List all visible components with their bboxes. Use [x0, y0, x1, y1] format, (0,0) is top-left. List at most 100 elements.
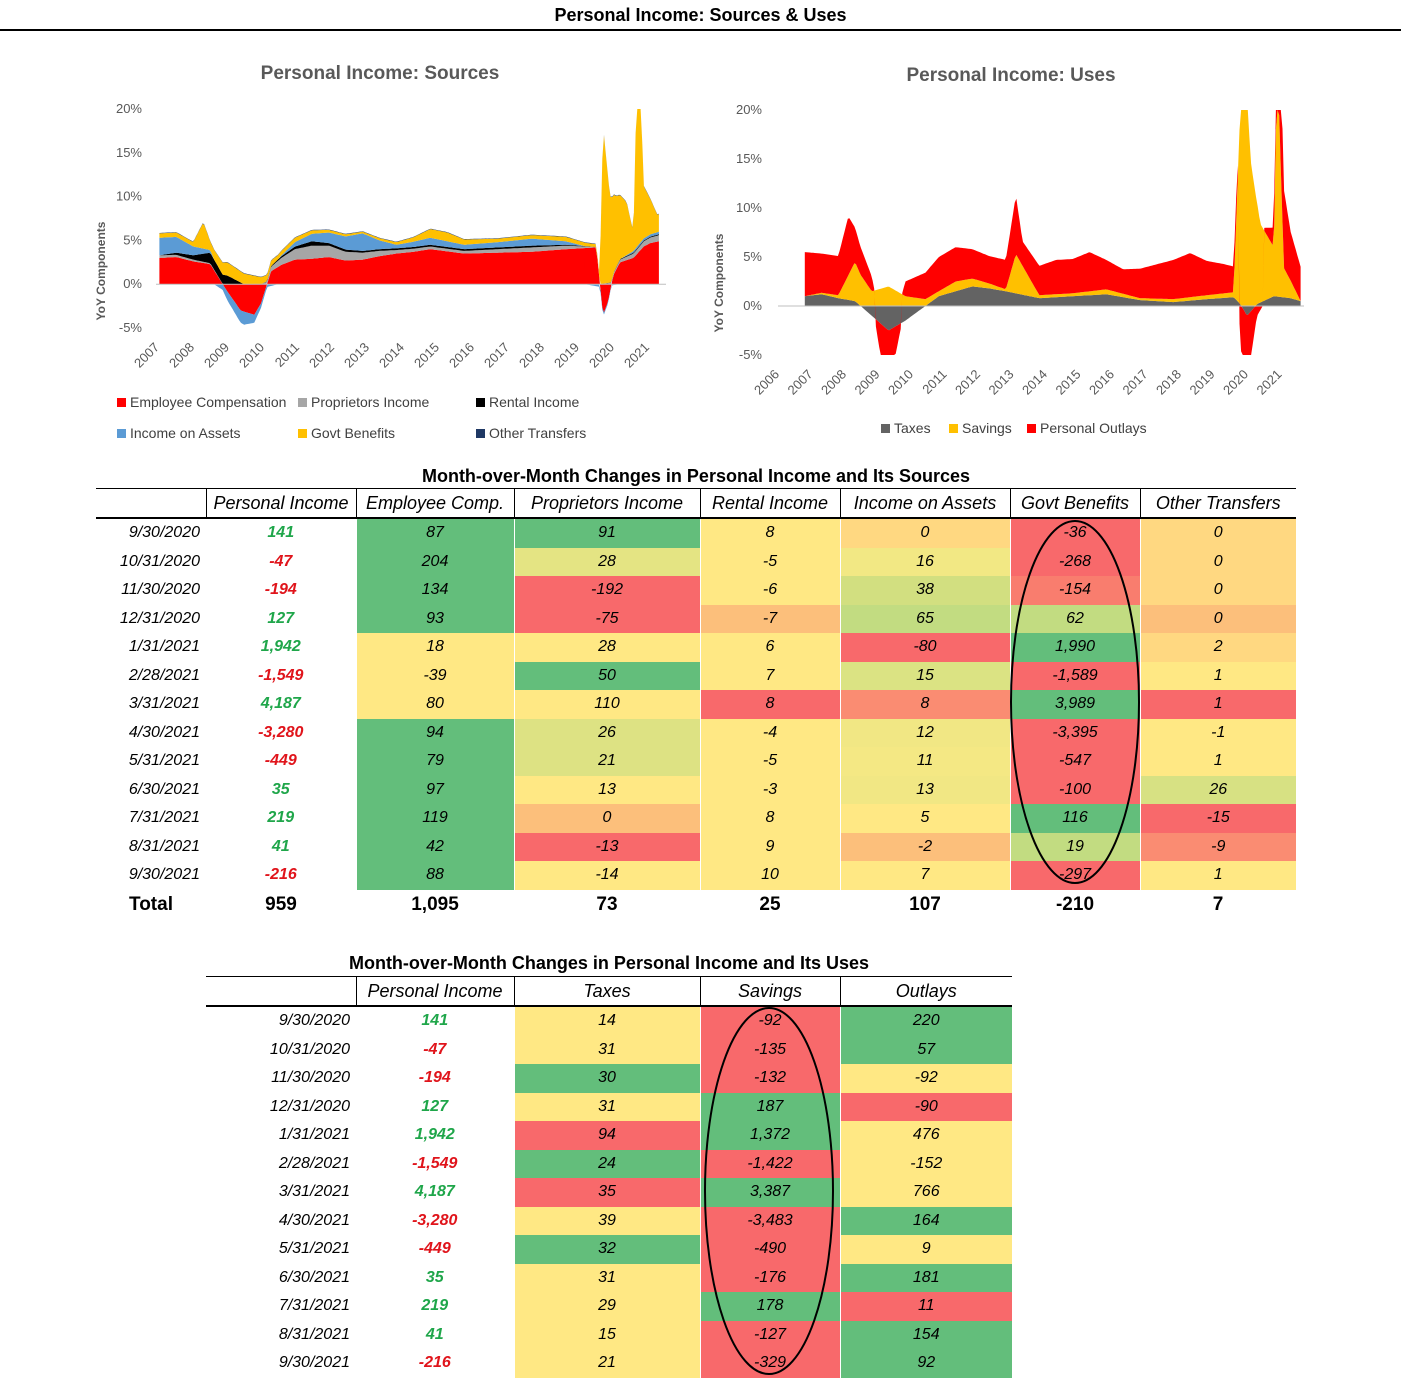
value-cell: -152	[839, 1149, 1012, 1178]
column-header: Income on Assets	[839, 489, 1010, 519]
x-tick-label: 2017	[481, 340, 512, 371]
x-tick-label: 2019	[1187, 367, 1218, 398]
total-cell: 1,095	[411, 893, 459, 915]
table-row: 9/30/2020 141 87 91 8 0 -36 0	[96, 518, 1296, 548]
column-header: Taxes	[513, 977, 700, 1007]
table-row: 8/31/2021 41 42 -13 9 -2 19 -9	[96, 832, 1296, 861]
value-cell: 8	[699, 690, 840, 719]
value-cell: -3,483	[699, 1206, 840, 1235]
value-cell: -5	[699, 747, 840, 776]
y-tick-label: 20%	[736, 102, 762, 117]
y-tick-label: 15%	[736, 151, 762, 166]
x-tick-label: 2012	[306, 340, 337, 371]
row-date: 6/30/2021	[128, 780, 200, 798]
value-cell: 3,387	[699, 1178, 840, 1207]
value-cell: 164	[839, 1206, 1012, 1235]
x-tick-label: 2006	[751, 367, 782, 398]
value-cell: 134	[355, 576, 514, 605]
x-tick-label: 2009	[201, 340, 232, 371]
legend-swatch	[117, 398, 126, 407]
x-tick-label: 2021	[1254, 367, 1285, 398]
area-series-employee-compensation	[159, 241, 659, 315]
table-row: 11/30/2020 -194 134 -192 -6 38 -154 0	[96, 576, 1296, 605]
value-cell: -2	[839, 832, 1010, 861]
value-cell: -6	[699, 576, 840, 605]
value-cell: -75	[513, 604, 700, 633]
value-cell: -329	[699, 1349, 840, 1378]
personal-income-cell: 41	[425, 1325, 444, 1343]
column-header: Employee Comp.	[355, 489, 514, 519]
x-tick-label: 2014	[376, 340, 407, 371]
value-cell: 187	[699, 1092, 840, 1121]
sources-table: Personal Income Employee Comp. Proprietors…	[96, 489, 1296, 920]
legend-swatch	[476, 398, 485, 407]
value-cell: 3,989	[1009, 690, 1140, 719]
legend-label: Rental Income	[489, 394, 579, 410]
personal-income-cell: 4,187	[414, 1183, 455, 1201]
x-tick-label: 2016	[446, 340, 477, 371]
row-date: 4/30/2021	[128, 723, 200, 741]
value-cell: 119	[355, 804, 514, 833]
value-cell: 94	[513, 1121, 700, 1150]
legend-label: Employee Compensation	[130, 394, 286, 410]
personal-income-cell: -3,280	[412, 1211, 458, 1229]
value-cell: 16	[839, 547, 1010, 576]
value-cell: 0	[1139, 547, 1296, 576]
legend-label: Savings	[962, 420, 1012, 436]
row-date: 7/31/2021	[278, 1297, 350, 1315]
area-series-rental-income	[159, 234, 659, 285]
value-cell: -36	[1009, 518, 1140, 548]
total-cell: 959	[265, 893, 297, 915]
value-cell: -1,422	[699, 1149, 840, 1178]
x-tick-label: 2007	[131, 340, 162, 371]
govt-benefits-ellipse-shape	[1010, 520, 1140, 884]
value-cell: 31	[513, 1263, 700, 1292]
value-cell: 7	[699, 661, 840, 690]
y-tick-label: 10%	[736, 200, 762, 215]
x-tick-label: 2020	[586, 340, 617, 371]
value-cell: 87	[355, 518, 514, 548]
column-header: Other Transfers	[1139, 489, 1296, 519]
x-tick-label: 2015	[1053, 367, 1084, 398]
y-tick-label: 5%	[123, 232, 142, 247]
table-row: 6/30/2021 35 97 13 -3 13 -100 26	[96, 775, 1296, 804]
personal-income-cell: -47	[423, 1040, 447, 1058]
x-tick-label: 2016	[1086, 367, 1117, 398]
personal-income-cell: 41	[271, 837, 290, 855]
y-tick-label: -5%	[119, 320, 143, 335]
value-cell: -13	[513, 832, 700, 861]
column-header: Personal Income	[205, 489, 356, 519]
table-row: 1/31/2021 1,942 18 28 6 -80 1,990 2	[96, 633, 1296, 662]
legend-swatch	[117, 429, 126, 438]
value-cell: 24	[513, 1149, 700, 1178]
value-cell: 35	[513, 1178, 700, 1207]
table-row: 12/31/2020 127 93 -75 -7 65 62 0	[96, 604, 1296, 633]
value-cell: 30	[513, 1064, 700, 1093]
legend-label: Govt Benefits	[311, 425, 395, 441]
value-cell: 18	[355, 633, 514, 662]
value-cell: 1	[1139, 747, 1296, 776]
y-tick-label: 5%	[743, 249, 762, 264]
value-cell: 91	[513, 518, 700, 548]
personal-income-cell: 127	[421, 1097, 449, 1115]
row-date: 8/31/2021	[128, 837, 200, 855]
value-cell: 1	[1139, 661, 1296, 690]
page-title: Personal Income: Sources & Uses	[554, 5, 847, 25]
x-tick-label: 2013	[341, 340, 372, 371]
x-tick-label: 2010	[885, 367, 916, 398]
row-date: 6/30/2021	[278, 1268, 350, 1286]
value-cell: 1	[1139, 690, 1296, 719]
personal-income-cell: -449	[418, 1240, 451, 1258]
sources-chart: Personal Income: Sources YoY Components …	[94, 63, 666, 441]
value-cell: 14	[513, 1006, 700, 1036]
legend-label: Other Transfers	[489, 425, 586, 441]
y-tick-label: -5%	[739, 347, 763, 362]
value-cell: -1,589	[1009, 661, 1140, 690]
value-cell: 6	[699, 633, 840, 662]
sources-table-top-rule	[96, 488, 1296, 489]
row-date: 9/30/2021	[128, 866, 200, 884]
table-row: 3/31/2021 4,187 35 3,387 766	[206, 1178, 1012, 1207]
value-cell: 7	[839, 861, 1010, 890]
total-label: Total	[129, 893, 173, 915]
govt-benefits-ellipse	[1010, 520, 1140, 884]
